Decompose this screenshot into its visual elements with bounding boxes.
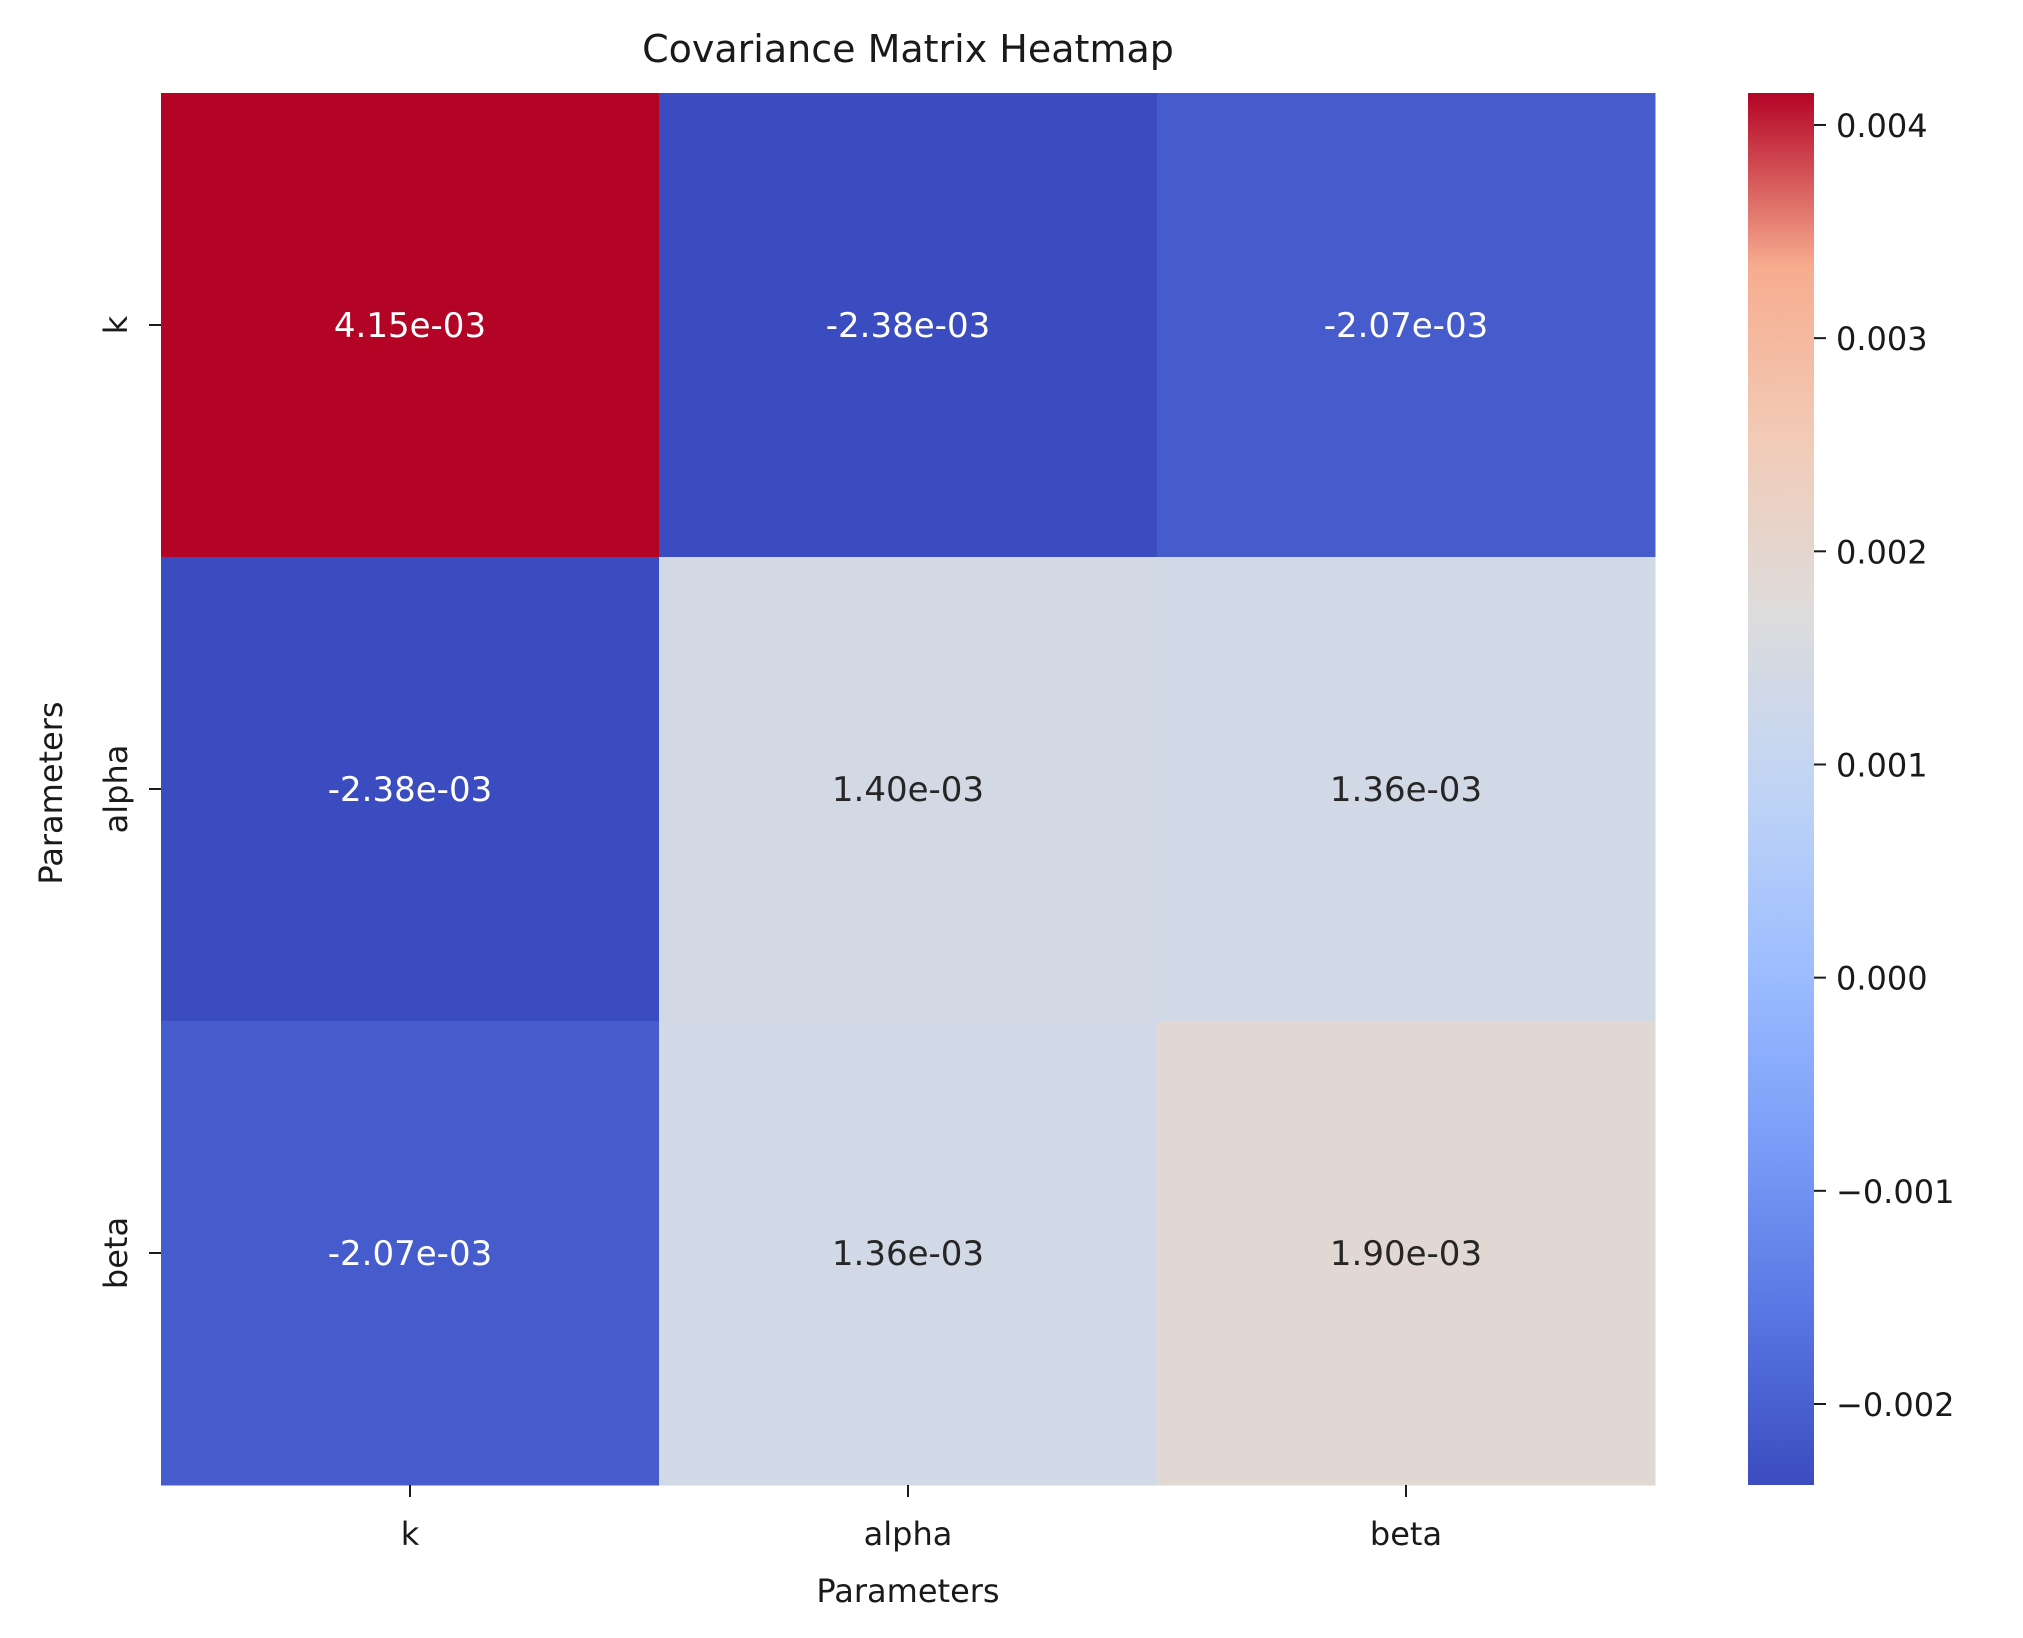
colorbar-tick-label: 0.000 [1836,960,1928,998]
x-axis-title: Parameters [816,1572,999,1610]
x-axis: k alpha beta [401,1485,1442,1553]
heatmap-cell-alpha-k [161,557,660,1022]
cell-label-alpha-alpha: 1.40e-03 [832,770,984,810]
colorbar-tick-label: 0.001 [1836,746,1928,784]
y-tick-label-alpha: alpha [97,745,135,834]
x-tick-label-k: k [401,1515,420,1553]
y-tick-label-beta: beta [97,1217,135,1289]
cell-label-k-k: 4.15e-03 [334,306,486,346]
heatmap-cell-k-alpha [659,93,1158,558]
x-tick-label-beta: beta [1370,1515,1442,1553]
colorbar-tick-label: −0.001 [1836,1173,1954,1211]
colorbar-tick-label: −0.002 [1836,1386,1954,1424]
colorbar-tick-label: 0.003 [1836,320,1928,358]
cell-label-beta-beta: 1.90e-03 [1330,1234,1482,1274]
y-axis: k alpha beta [97,315,161,1289]
heatmap-cell-alpha-beta [1157,557,1656,1022]
chart-title: Covariance Matrix Heatmap [642,27,1174,71]
heatmap-cell-k-beta [1157,93,1656,558]
heatmap-cell-labels: 4.15e-03 -2.38e-03 -2.07e-03 -2.38e-03 1.40e… [328,306,1488,1274]
colorbar-tick-label: 0.004 [1836,107,1928,145]
heatmap-cell-beta-k [161,1021,660,1486]
heatmap-cell-k-k [161,93,660,558]
cell-label-beta-k: -2.07e-03 [328,1234,492,1274]
x-tick-label-alpha: alpha [864,1515,953,1553]
cell-label-beta-alpha: 1.36e-03 [832,1234,984,1274]
heatmap-cell-beta-alpha [659,1021,1158,1486]
heatmap-cells [161,93,1656,1486]
colorbar-tick-label: 0.002 [1836,533,1928,571]
heatmap-cell-alpha-alpha [659,557,1158,1022]
cell-label-alpha-beta: 1.36e-03 [1330,770,1482,810]
y-axis-title: Parameters [32,701,70,884]
heatmap-cell-beta-beta [1157,1021,1656,1486]
cell-label-alpha-k: -2.38e-03 [328,770,492,810]
cell-label-k-alpha: -2.38e-03 [826,306,990,346]
y-tick-label-k: k [97,315,135,334]
colorbar: −0.002 −0.001 0.000 0.001 0.002 0.003 0.004 [1748,93,1954,1485]
cell-label-k-beta: -2.07e-03 [1324,306,1488,346]
colorbar-gradient [1748,93,1814,1485]
